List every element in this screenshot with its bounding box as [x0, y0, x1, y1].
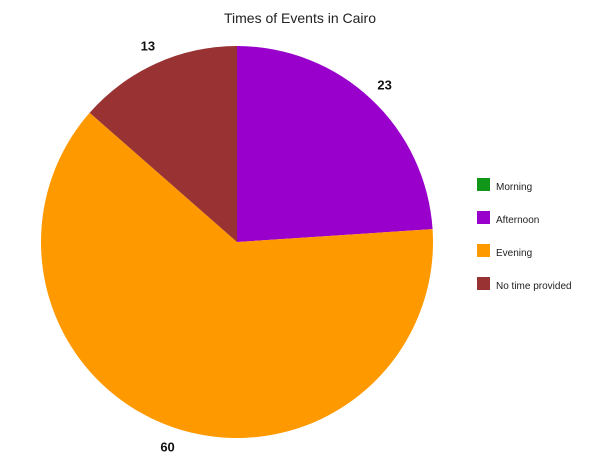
- legend-label-evening: Evening: [496, 248, 532, 259]
- data-label-evening: 60: [160, 440, 174, 455]
- pie-data-labels: 23 60 13: [141, 38, 392, 454]
- chart-title: Times of Events in Cairo: [224, 10, 376, 26]
- legend-swatch-no-time-provided: [477, 277, 490, 290]
- pie-slices: [40, 46, 434, 438]
- legend-label-morning: Morning: [496, 182, 532, 193]
- pie-slice-evening: [40, 112, 434, 438]
- data-label-afternoon: 23: [377, 77, 391, 92]
- pie-slice-no-time-provided: [89, 46, 237, 242]
- data-label-no-time-provided: 13: [141, 38, 155, 53]
- legend-label-no-time-provided: No time provided: [496, 281, 572, 292]
- legend-swatch-morning: [477, 178, 490, 191]
- legend: Morning Afternoon Evening No time provided: [477, 178, 572, 292]
- pie-slice-afternoon: [237, 46, 433, 242]
- legend-swatch-evening: [477, 244, 490, 257]
- legend-label-afternoon: Afternoon: [496, 215, 539, 226]
- legend-swatch-afternoon: [477, 211, 490, 224]
